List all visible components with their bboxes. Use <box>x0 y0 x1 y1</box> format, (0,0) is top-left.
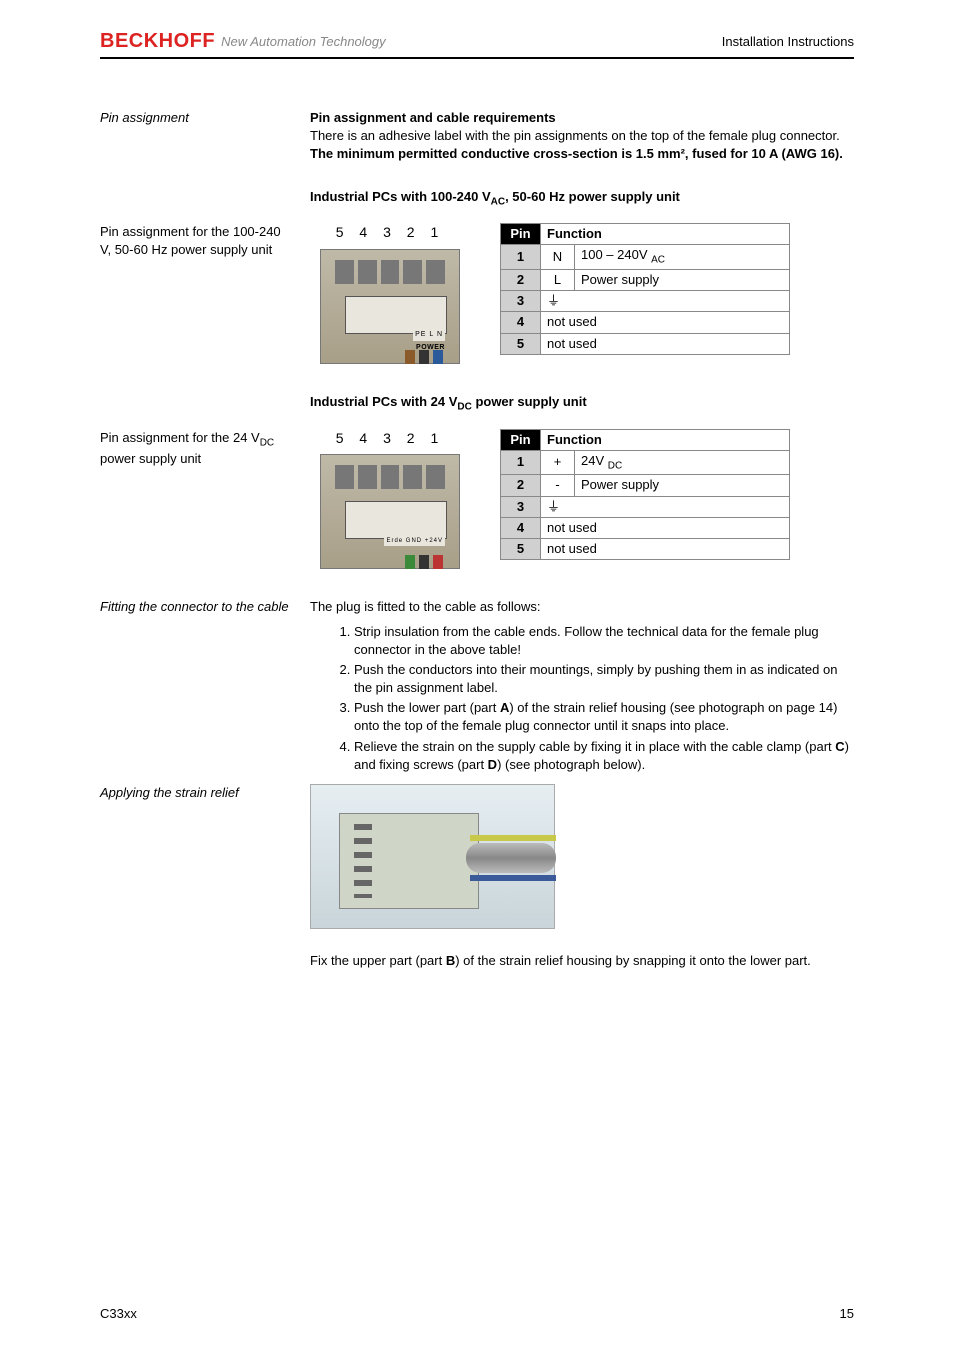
ac-heading-row: Industrial PCs with 100-240 VAC, 50-60 H… <box>100 188 854 210</box>
ac-heading-a: Industrial PCs with 100-240 V <box>310 189 491 204</box>
side-pin-assignment: Pin assignment <box>100 109 310 164</box>
dc-r2-a: - <box>541 475 575 496</box>
ac-r2-a: L <box>541 269 575 290</box>
dc-heading: Industrial PCs with 24 VDC power supply … <box>310 393 854 415</box>
pin-assignment-text: Pin assignment and cable requirements Th… <box>310 109 854 164</box>
side-dc: Pin assignment for the 24 VDC power supp… <box>100 429 310 575</box>
ac-heading-b: , 50-60 Hz power supply unit <box>505 189 680 204</box>
brand-block: BECKHOFF New Automation Technology <box>100 30 386 53</box>
strain-after-text: Fix the upper part (part B) of the strai… <box>310 952 854 970</box>
dc-r1-n: 1 <box>501 450 541 475</box>
dc-r1-b: 24V DC <box>575 450 790 475</box>
fitting-steps: Strip insulation from the cable ends. Fo… <box>354 623 854 775</box>
ac-r1-b: 100 – 240V AC <box>575 245 790 270</box>
dc-connector-figure: 5 4 3 2 1 Erde GND +24V <box>310 429 470 575</box>
dc-connector-image: Erde GND +24V <box>320 454 460 569</box>
dc-r1-a: + <box>541 450 575 475</box>
pin-assignment-title: Pin assignment and cable requirements <box>310 109 854 127</box>
dc-th-pin: Pin <box>501 429 541 450</box>
footer-page-number: 15 <box>840 1306 854 1321</box>
dc-plug-label: Erde GND +24V <box>384 536 445 546</box>
ac-heading-sub: AC <box>491 196 505 207</box>
dc-r5-n: 5 <box>501 538 541 559</box>
ac-r4-n: 4 <box>501 312 541 333</box>
dc-heading-b: power supply unit <box>472 394 587 409</box>
strain-block: Applying the strain relief Fix the upper… <box>100 784 854 970</box>
fitting-intro: The plug is fitted to the cable as follo… <box>310 598 854 616</box>
dc-r4-n: 4 <box>501 517 541 538</box>
ac-pin-numbers: 5 4 3 2 1 <box>310 223 470 243</box>
dc-th-func: Function <box>541 429 790 450</box>
page-footer: C33xx 15 <box>100 1306 854 1321</box>
pin-assignment-body-a: There is an adhesive label with the pin … <box>310 128 840 143</box>
ac-connector-figure: 5 4 3 2 1 PE L N POWER <box>310 223 470 369</box>
dc-heading-row: Industrial PCs with 24 VDC power supply … <box>100 393 854 415</box>
dc-r4-a: not used <box>541 517 790 538</box>
page-header: BECKHOFF New Automation Technology Insta… <box>100 30 854 59</box>
section-title: Installation Instructions <box>722 34 854 49</box>
fit-step-3: Push the lower part (part A) of the stra… <box>354 699 854 735</box>
ac-r4-a: not used <box>541 312 790 333</box>
ac-th-func: Function <box>541 224 790 245</box>
dc-pin-numbers: 5 4 3 2 1 <box>310 429 470 449</box>
ac-plug-label: PE L N <box>413 329 445 341</box>
side-strain: Applying the strain relief <box>100 784 310 970</box>
dc-r5-a: not used <box>541 538 790 559</box>
dc-r2-b: Power supply <box>575 475 790 496</box>
fit-step-4: Relieve the strain on the supply cable b… <box>354 738 854 774</box>
dc-r2-n: 2 <box>501 475 541 496</box>
fit-step-1: Strip insulation from the cable ends. Fo… <box>354 623 854 659</box>
dc-block: Pin assignment for the 24 VDC power supp… <box>100 429 854 575</box>
ac-r1-n: 1 <box>501 245 541 270</box>
brand-tagline: New Automation Technology <box>221 34 386 49</box>
pin-assignment-body-b: The minimum permitted conductive cross-s… <box>310 146 843 161</box>
ac-r5-a: not used <box>541 333 790 354</box>
fit-step-2: Push the conductors into their mountings… <box>354 661 854 697</box>
ac-r1-a: N <box>541 245 575 270</box>
footer-model: C33xx <box>100 1306 137 1321</box>
ac-pin-table: Pin Function 1N100 – 240V AC 2LPower sup… <box>500 223 790 355</box>
strain-relief-photo <box>310 784 555 929</box>
ac-th-pin: Pin <box>501 224 541 245</box>
dc-r3-earth-icon: ⏚ <box>541 496 790 517</box>
ac-r2-n: 2 <box>501 269 541 290</box>
brand-logo: BECKHOFF <box>100 30 215 53</box>
dc-pin-table: Pin Function 1+24V DC 2-Power supply 3⏚ … <box>500 429 790 561</box>
side-ac: Pin assignment for the 100-240 V, 50-60 … <box>100 223 310 369</box>
ac-connector-image: PE L N POWER <box>320 249 460 364</box>
ac-block: Pin assignment for the 100-240 V, 50-60 … <box>100 223 854 369</box>
pin-assignment-block: Pin assignment Pin assignment and cable … <box>100 109 854 164</box>
ac-r3-earth-icon: ⏚ <box>541 291 790 312</box>
dc-heading-sub: DC <box>457 402 471 413</box>
fitting-block: Fitting the connector to the cable The p… <box>100 598 854 780</box>
side-fitting: Fitting the connector to the cable <box>100 598 310 780</box>
dc-r3-n: 3 <box>501 496 541 517</box>
ac-r2-b: Power supply <box>575 269 790 290</box>
ac-heading: Industrial PCs with 100-240 VAC, 50-60 H… <box>310 188 854 210</box>
ac-r5-n: 5 <box>501 333 541 354</box>
dc-heading-a: Industrial PCs with 24 V <box>310 394 457 409</box>
fitting-main: The plug is fitted to the cable as follo… <box>310 598 854 780</box>
ac-r3-n: 3 <box>501 291 541 312</box>
